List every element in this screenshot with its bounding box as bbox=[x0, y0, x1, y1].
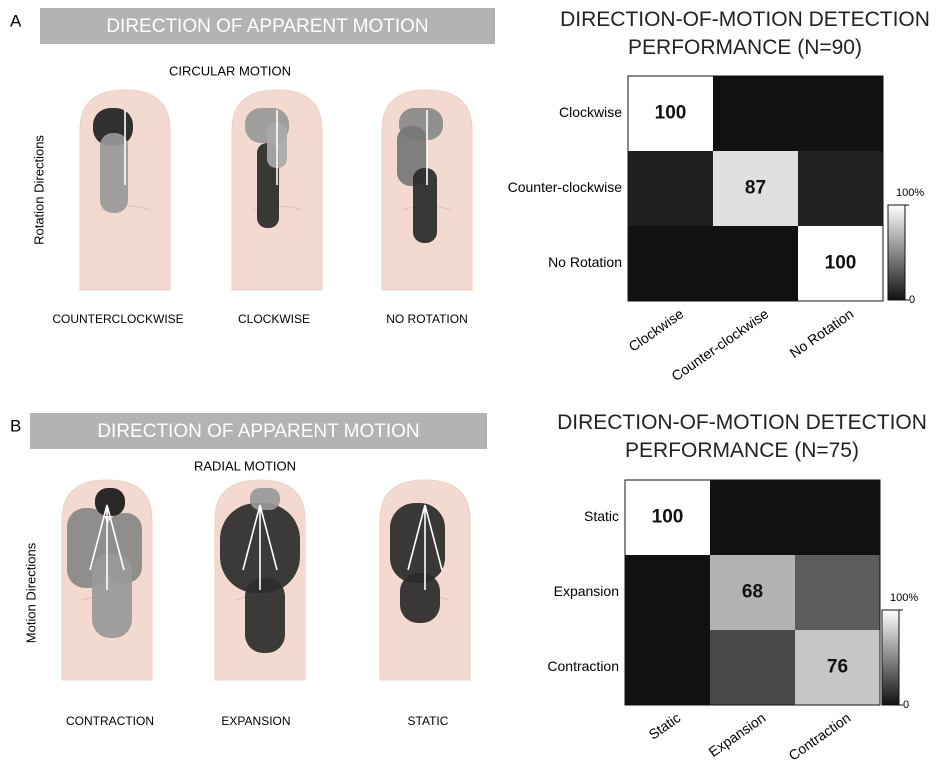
heatmap-frame bbox=[627, 75, 884, 302]
column-label: Clockwise bbox=[626, 305, 687, 354]
heatmap-cell bbox=[795, 480, 880, 555]
colorbar-tick-label: 100% bbox=[896, 187, 924, 199]
chart-title: DIRECTION-OF-MOTION DETECTION PERFORMANC… bbox=[560, 8, 930, 59]
heatmap-cell bbox=[713, 151, 798, 226]
heatmap-cell bbox=[710, 480, 795, 555]
motion-arrow bbox=[407, 504, 443, 590]
panel-label: B bbox=[10, 416, 21, 435]
heatmap-cell bbox=[628, 76, 713, 151]
cell-label: 87 bbox=[745, 178, 766, 199]
actuator-blob bbox=[413, 168, 437, 243]
heatmap-cell bbox=[798, 76, 883, 151]
heatmap-cell bbox=[798, 226, 883, 301]
caption: EXPANSION bbox=[221, 714, 290, 728]
banner-text: DIRECTION OF APPARENT MOTION bbox=[97, 421, 419, 442]
column-label: Contraction bbox=[786, 709, 854, 763]
cell-label: 76 bbox=[827, 657, 848, 678]
finger-illustration bbox=[381, 89, 473, 291]
heatmap-cell bbox=[710, 555, 795, 630]
caption: STATIC bbox=[408, 714, 449, 728]
cell-label: 100 bbox=[652, 507, 684, 528]
finger-illustration bbox=[379, 479, 471, 681]
finger-illustration bbox=[214, 479, 306, 681]
row-label: Expansion bbox=[554, 583, 619, 599]
finger-illustration bbox=[79, 89, 171, 291]
cell-label: 100 bbox=[655, 103, 687, 124]
colorbar-tick-label: 0 bbox=[903, 699, 909, 711]
row-label: No Rotation bbox=[548, 254, 622, 270]
side-label: Rotation Directions bbox=[31, 135, 46, 245]
heatmap-cell bbox=[710, 630, 795, 705]
heatmap-cell bbox=[625, 555, 710, 630]
heatmap-cell bbox=[798, 151, 883, 226]
heatmap-cell bbox=[795, 630, 880, 705]
row-label: Counter-clockwise bbox=[508, 179, 623, 195]
cell-label: 68 bbox=[742, 582, 763, 603]
banner bbox=[30, 413, 487, 449]
panel-subtitle: CIRCULAR MOTION bbox=[169, 63, 291, 78]
row-label: Contraction bbox=[547, 658, 619, 674]
actuator-blob bbox=[245, 578, 285, 653]
colorbar-tick-label: 100% bbox=[890, 592, 918, 604]
caption: CONTRACTION bbox=[66, 714, 154, 728]
panel-subtitle: RADIAL MOTION bbox=[194, 458, 296, 473]
heatmap-cell bbox=[625, 630, 710, 705]
heatmap-cell bbox=[713, 76, 798, 151]
heatmap-cell bbox=[713, 226, 798, 301]
motion-arrow bbox=[242, 504, 278, 590]
caption: COUNTERCLOCKWISE bbox=[52, 312, 183, 326]
actuator-blob bbox=[400, 573, 440, 623]
caption: CLOCKWISE bbox=[238, 312, 310, 326]
colorbar-tick-label: 0 bbox=[909, 294, 915, 306]
cell-label: 100 bbox=[825, 253, 857, 274]
actuator-blob bbox=[95, 488, 125, 516]
colorbar bbox=[881, 609, 900, 706]
panel-label: A bbox=[10, 11, 22, 30]
banner bbox=[40, 8, 495, 44]
finger-illustration bbox=[231, 89, 323, 291]
heatmap-cell bbox=[628, 226, 713, 301]
heatmap-cell bbox=[625, 480, 710, 555]
actuator-blob bbox=[100, 133, 128, 213]
finger-illustration bbox=[61, 479, 153, 681]
side-label: Motion Directions bbox=[23, 542, 38, 643]
row-label: Static bbox=[584, 508, 619, 524]
actuator-blob bbox=[390, 503, 445, 583]
chart-title: DIRECTION-OF-MOTION DETECTION PERFORMANC… bbox=[557, 411, 927, 462]
actuator-blob bbox=[250, 488, 280, 510]
motion-arrow bbox=[89, 504, 125, 590]
colorbar bbox=[887, 204, 906, 301]
column-label: Expansion bbox=[706, 709, 769, 760]
heatmap-frame bbox=[624, 479, 881, 706]
column-label: Static bbox=[645, 709, 683, 742]
heatmap-cell bbox=[795, 555, 880, 630]
actuator-blob bbox=[92, 553, 132, 638]
heatmap-cell bbox=[628, 151, 713, 226]
column-label: No Rotation bbox=[787, 305, 857, 361]
row-label: Clockwise bbox=[559, 104, 622, 120]
caption: NO ROTATION bbox=[386, 312, 468, 326]
banner-text: DIRECTION OF APPARENT MOTION bbox=[106, 16, 428, 37]
